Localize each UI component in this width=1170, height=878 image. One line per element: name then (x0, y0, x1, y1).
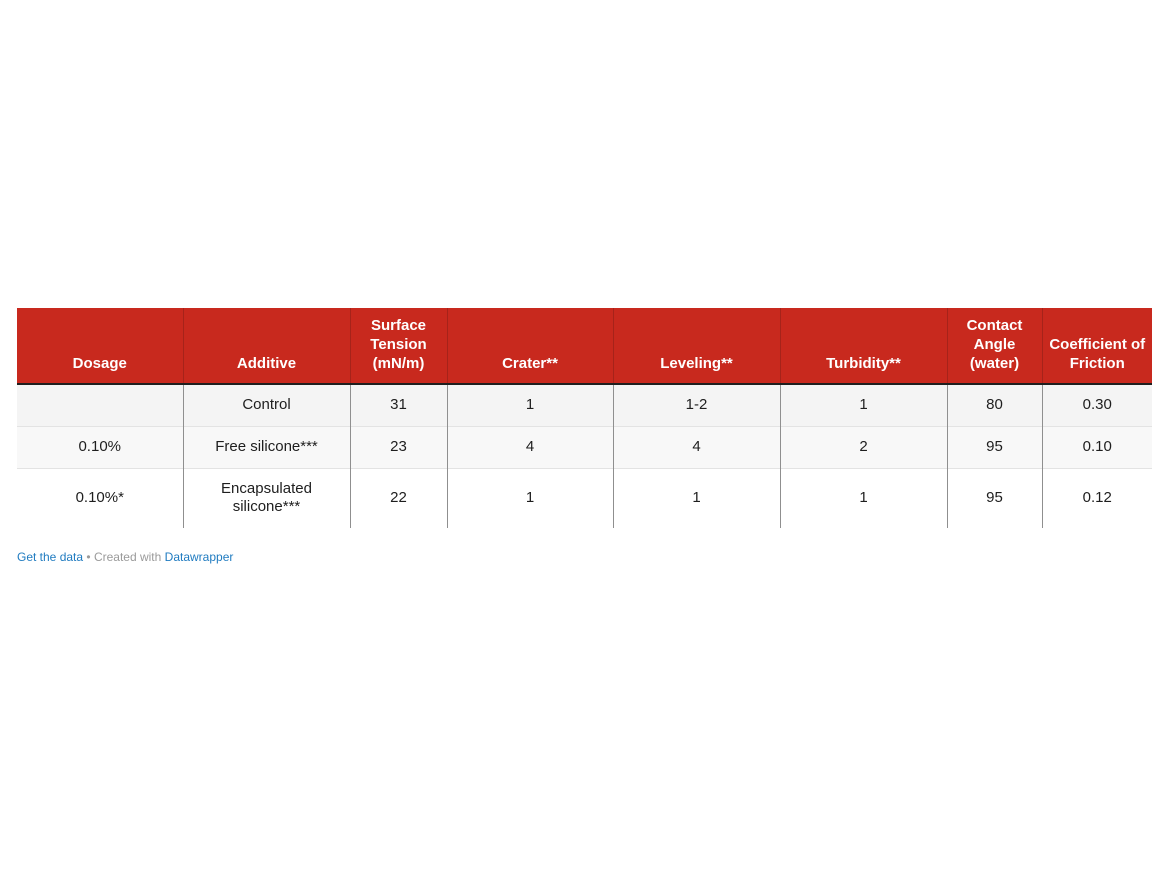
footer-separator: • (86, 550, 91, 564)
cell-contact-angle: 95 (946, 425, 1042, 468)
header-row: Dosage Additive Surface Tension (mN/m) C… (17, 308, 1152, 385)
created-with-text: Created with (93, 550, 162, 564)
data-table: Dosage Additive Surface Tension (mN/m) C… (17, 308, 1152, 528)
cell-leveling: 4 (612, 425, 780, 468)
cell-additive: Encapsulated silicone*** (182, 467, 350, 528)
cell-dosage: 0.10%* (17, 467, 183, 528)
column-header-crater: Crater** (446, 308, 613, 385)
table-header: Dosage Additive Surface Tension (mN/m) C… (17, 308, 1152, 385)
cell-crater: 1 (446, 467, 613, 528)
table-row-encapsulated-silicone: 0.10%* Encapsulated silicone*** 22 1 1 1… (17, 467, 1152, 528)
cell-leveling: 1-2 (612, 384, 780, 426)
cell-crater: 4 (446, 425, 613, 468)
cell-surface-tension: 23 (349, 425, 447, 468)
column-header-surface-tension: Surface Tension (mN/m) (349, 308, 447, 385)
cell-turbidity: 1 (779, 384, 947, 426)
table-body: Control 31 1 1-2 1 80 0.30 0.10% Free si… (17, 384, 1152, 528)
column-header-additive: Additive (182, 308, 350, 385)
column-header-turbidity: Turbidity** (779, 308, 947, 385)
cell-additive: Control (182, 384, 350, 426)
cell-coefficient-of-friction: 0.30 (1041, 384, 1152, 426)
column-header-leveling: Leveling** (612, 308, 780, 385)
cell-contact-angle: 80 (946, 384, 1042, 426)
column-header-contact-angle: Contact Angle (water) (946, 308, 1042, 385)
column-header-coefficient-of-friction: Coefficient of Friction (1041, 308, 1152, 385)
table-row-control: Control 31 1 1-2 1 80 0.30 (17, 384, 1152, 426)
cell-turbidity: 1 (779, 467, 947, 528)
cell-turbidity: 2 (779, 425, 947, 468)
cell-crater: 1 (446, 384, 613, 426)
cell-surface-tension: 31 (349, 384, 447, 426)
datawrapper-link[interactable]: Datawrapper (164, 550, 234, 564)
attribution-footer: Get the data • Created with Datawrapper (17, 550, 233, 565)
cell-additive: Free silicone*** (182, 425, 350, 468)
get-the-data-link[interactable]: Get the data (17, 550, 84, 564)
cell-contact-angle: 95 (946, 467, 1042, 528)
cell-surface-tension: 22 (349, 467, 447, 528)
cell-leveling: 1 (612, 467, 780, 528)
column-header-dosage: Dosage (17, 308, 183, 385)
cell-coefficient-of-friction: 0.10 (1041, 425, 1152, 468)
cell-dosage (17, 384, 183, 426)
cell-coefficient-of-friction: 0.12 (1041, 467, 1152, 528)
cell-dosage: 0.10% (17, 425, 183, 468)
table-row-free-silicone: 0.10% Free silicone*** 23 4 4 2 95 0.10 (17, 425, 1152, 468)
